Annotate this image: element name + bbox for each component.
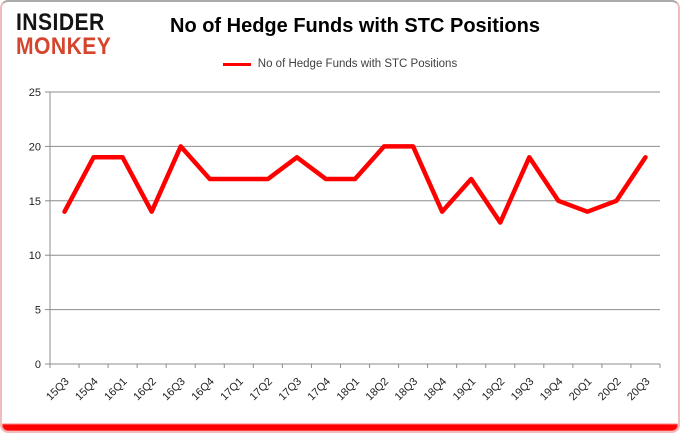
x-tick-label: 19Q2 (480, 376, 508, 404)
x-tick-label: 19Q1 (451, 376, 479, 404)
y-tick-label: 5 (35, 305, 41, 317)
x-tick-label: 17Q1 (218, 376, 246, 404)
x-tick-label: 20Q3 (625, 376, 653, 404)
series-line (62, 144, 648, 225)
x-tick-label: 16Q1 (102, 376, 130, 404)
x-tick-label: 18Q1 (335, 376, 363, 404)
x-tick-label: 19Q3 (509, 376, 537, 404)
legend: No of Hedge Funds with STC Positions (2, 58, 678, 70)
logo-line2: MONKEY (16, 32, 112, 60)
insider-monkey-logo: INSIDER MONKEY (16, 11, 111, 58)
x-tick-label: 17Q4 (306, 376, 334, 404)
y-tick-label: 20 (29, 141, 41, 153)
y-tick-label: 15 (29, 196, 41, 208)
x-tick-label: 17Q2 (247, 376, 275, 404)
x-tick-label: 18Q2 (364, 376, 392, 404)
x-tick-label: 16Q3 (160, 376, 188, 404)
chart-title: No of Hedge Funds with STC Positions (170, 15, 540, 37)
x-tick-label: 17Q3 (277, 376, 305, 404)
x-tick-label: 15Q3 (44, 376, 72, 404)
x-tick-label: 18Q4 (422, 376, 450, 404)
x-tick-label: 20Q2 (596, 376, 624, 404)
x-tick-label: 16Q2 (131, 376, 159, 404)
y-tick-label: 10 (29, 250, 41, 262)
legend-line-swatch (222, 62, 251, 66)
x-tick-label: 19Q4 (538, 376, 566, 404)
y-tick-label: 25 (29, 87, 41, 99)
x-tick-label: 15Q4 (73, 376, 101, 404)
legend-label: No of Hedge Funds with STC Positions (257, 58, 458, 70)
logo-line1: INSIDER (16, 9, 105, 36)
y-tick-label: 0 (35, 359, 41, 371)
bottom-accent-bar (2, 424, 678, 431)
x-tick-label: 20Q1 (567, 376, 595, 404)
x-tick-label: 18Q3 (393, 376, 421, 404)
x-tick-label: 16Q4 (189, 376, 217, 404)
